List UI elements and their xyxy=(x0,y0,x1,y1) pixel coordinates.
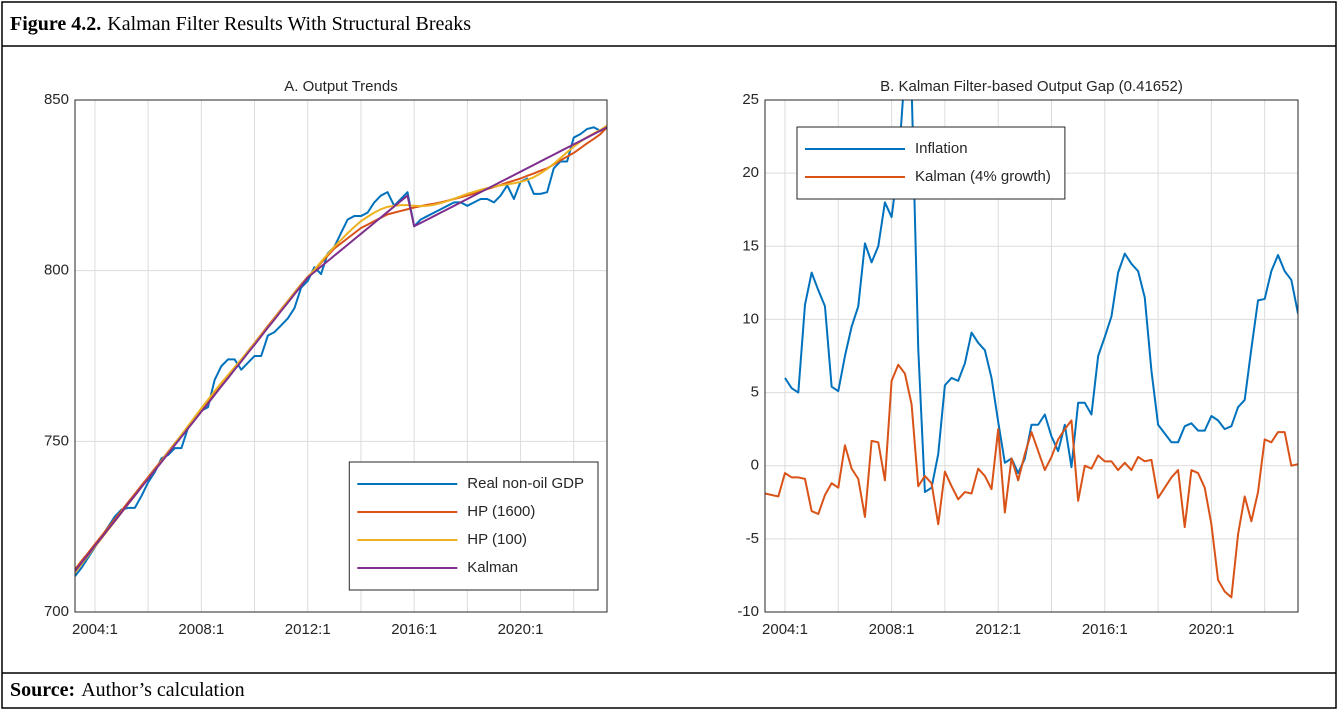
x-tick-label: 2004:1 xyxy=(72,621,118,638)
legend: Inflation Kalman (4% growth) xyxy=(796,126,1066,200)
x-tick-label: 2004:1 xyxy=(762,621,808,638)
x-tick-label: 2020:1 xyxy=(1188,621,1234,638)
x-tick-label: 2020:1 xyxy=(498,621,544,638)
x-tick-label: 2012:1 xyxy=(285,621,331,638)
y-tick-label: 850 xyxy=(44,91,69,108)
legend-label: Kalman (4% growth) xyxy=(915,168,1051,185)
legend: Real non-oil GDP HP (1600) HP (100) Kalman xyxy=(348,461,599,591)
x-tick-label: 2008:1 xyxy=(178,621,224,638)
legend-label: Real non-oil GDP xyxy=(467,475,584,492)
y-tick-label: -5 xyxy=(746,530,759,547)
y-tick-label: 25 xyxy=(742,91,759,108)
x-tick-label: 2016:1 xyxy=(391,621,437,638)
legend-label: HP (100) xyxy=(467,531,527,548)
chart-title: A. Output Trends xyxy=(284,78,397,95)
y-tick-label: 10 xyxy=(742,310,759,327)
source: Source: Author’s calculation xyxy=(10,679,245,701)
figure-caption: Figure 4.2. Kalman Filter Results With St… xyxy=(10,13,471,35)
legend-label: Kalman xyxy=(467,559,518,576)
source-label: Source: xyxy=(10,679,75,701)
axes-box xyxy=(764,99,1299,613)
y-tick-label: 750 xyxy=(44,432,69,449)
legend-box xyxy=(796,126,1066,200)
figure-label: Figure 4.2. xyxy=(10,13,101,35)
y-tick-label: 0 xyxy=(751,457,759,474)
data-line xyxy=(784,100,1298,494)
y-tick-label: 20 xyxy=(742,164,759,181)
y-tick-label: 800 xyxy=(44,262,69,279)
data-line xyxy=(765,363,1298,599)
axes-box xyxy=(74,99,608,613)
y-tick-label: -10 xyxy=(737,603,759,620)
figure-title: Kalman Filter Results With Structural Br… xyxy=(107,13,471,35)
y-tick-label: 700 xyxy=(44,603,69,620)
chart-title: B. Kalman Filter-based Output Gap (0.416… xyxy=(880,78,1183,95)
x-tick-label: 2012:1 xyxy=(975,621,1021,638)
source-text: Author’s calculation xyxy=(81,679,244,701)
x-tick-label: 2008:1 xyxy=(869,621,915,638)
y-tick-label: 5 xyxy=(751,384,759,401)
legend-label: Inflation xyxy=(915,140,968,157)
y-tick-label: 15 xyxy=(742,237,759,254)
data-line xyxy=(75,126,607,572)
x-tick-label: 2016:1 xyxy=(1082,621,1128,638)
legend-label: HP (1600) xyxy=(467,503,535,520)
